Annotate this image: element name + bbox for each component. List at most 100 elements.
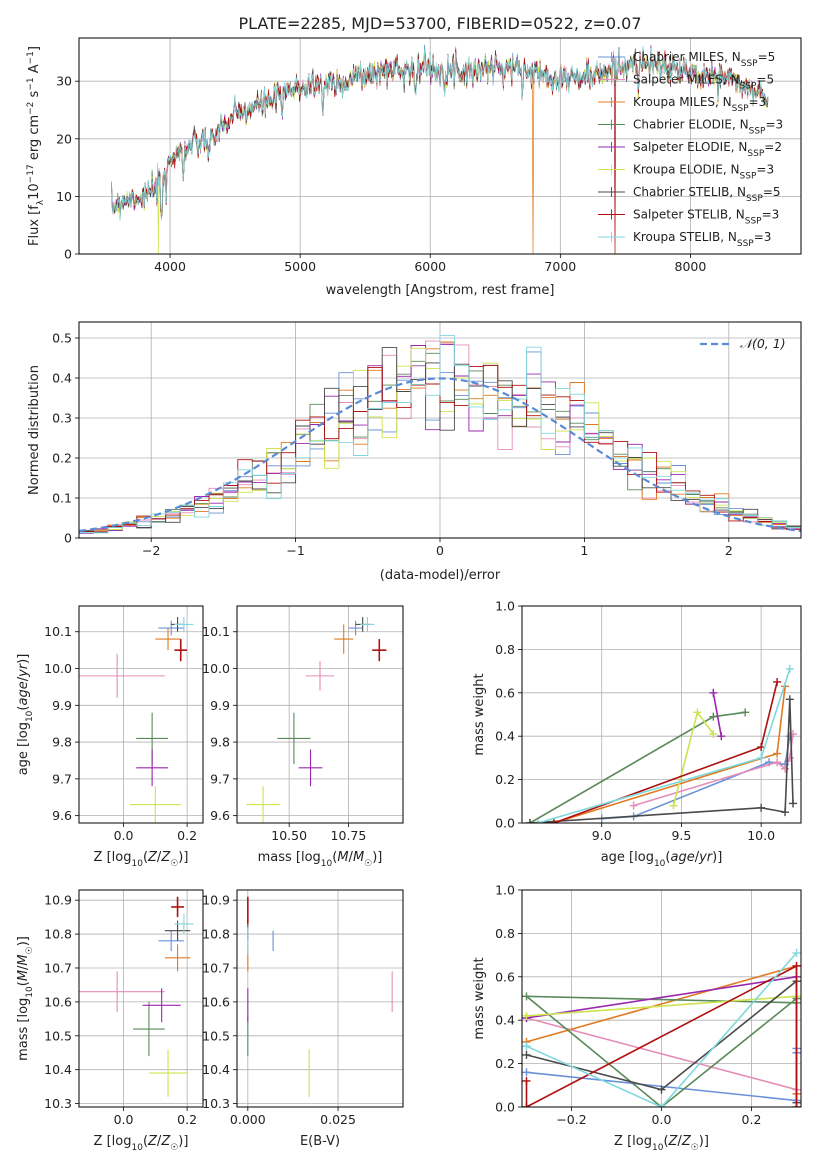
y-tick-label: 10.3 — [44, 1096, 72, 1111]
y-axis-label: mass weight — [472, 673, 487, 755]
label-part: Chabrier ELODIE, N — [633, 118, 749, 132]
x-axis-label: E(B-V) — [300, 1134, 340, 1149]
weight-vs-z-panel-axes: −0.2 0.0 0.20.00.20.40.60.81.0Z [log10(Z/Z… — [472, 883, 802, 1153]
y-tick-label: 9.6 — [210, 808, 230, 823]
label-part: M — [16, 954, 31, 965]
x-axis-label: Z [log10(Z/Z☉)] — [94, 850, 189, 869]
weight-point — [522, 1068, 531, 1077]
x-axis-label: Z [log10(Z/Z☉)] — [614, 1134, 709, 1153]
weight-point — [669, 801, 678, 810]
y-tick-label: 0.0 — [495, 1100, 515, 1115]
label-part: mass [log — [258, 850, 321, 865]
y-tick-label: 10.4 — [44, 1062, 72, 1077]
legend-entry-label: Chabrier STELIB, NSSP=5 — [633, 185, 781, 204]
label-part: Kroupa ELODIE, N — [633, 163, 740, 177]
x-tick-label: 4000 — [154, 259, 186, 274]
label-part: Z — [160, 850, 171, 865]
hist-step-8 — [79, 334, 801, 535]
label-part: / — [349, 850, 354, 865]
y-tick-label: 10.4 — [202, 1062, 230, 1077]
legend-entry-label: Kroupa STELIB, NSSP=3 — [633, 230, 771, 249]
weight-point — [709, 688, 718, 697]
mass-vs-ebv-panel-grid — [237, 890, 403, 1107]
x-tick-label: 6000 — [414, 259, 446, 274]
weight-point — [522, 992, 531, 1001]
y-tick-label: 9.8 — [52, 735, 72, 750]
x-tick-label: 8000 — [675, 259, 707, 274]
label-part: SSP — [745, 217, 762, 227]
spectrum-panel: 4000 5000 6000 7000 8000 0 10 20 30 wavelength [A… — [26, 37, 802, 298]
y-tick-label: 10.9 — [202, 893, 230, 908]
label-part: Z — [681, 1134, 692, 1149]
weight-point — [522, 1050, 531, 1059]
mass-vs-ebv-panel-plot — [247, 896, 393, 1097]
weight-line-3 — [529, 711, 746, 823]
weight-point — [773, 749, 782, 758]
weight-line-5 — [526, 995, 797, 1017]
y-tick-label: 0.2 — [52, 451, 72, 466]
label-part: / — [157, 1134, 162, 1149]
age-vs-mass-panel-plot — [246, 617, 387, 823]
label-part: 10 — [25, 986, 35, 998]
x-tick-label: 0.0 — [114, 828, 134, 843]
normal-reference-curve — [79, 377, 801, 533]
weight-point — [792, 1103, 801, 1107]
y-tick-label: 10.7 — [202, 960, 230, 975]
legend-entry-label: Kroupa MILES, NSSP=3 — [633, 95, 766, 114]
x-axis-label: mass [log10(M/M☉)] — [258, 850, 383, 869]
histogram-panel: −2 −1 0 1 2 0 0.1 0.2 0.3 0.4 0.5 (data-model)/erro… — [27, 321, 802, 583]
legend-entry-label: Chabrier ELODIE, NSSP=3 — [633, 118, 783, 137]
y-tick-label: 10.1 — [202, 624, 230, 639]
weight-point — [522, 1076, 531, 1085]
x-tick-label: −0.2 — [556, 1112, 586, 1127]
label-part: )] — [372, 850, 382, 865]
label-part: age [log — [16, 722, 31, 775]
y-tick-label: 0.8 — [495, 926, 515, 941]
x-tick-label: 5000 — [284, 259, 316, 274]
label-part: ( — [143, 850, 148, 865]
weight-point — [792, 948, 801, 957]
y-tick-label: 10.0 — [202, 661, 230, 676]
x-tick-label: −1 — [286, 543, 304, 558]
label-part: Z — [147, 1134, 158, 1149]
weight-line-3 — [524, 995, 798, 1107]
y-tick-label: 0.3 — [52, 411, 72, 426]
weight-line-7 — [525, 964, 798, 1107]
figure-title: PLATE=2285, MJD=53700, FIBERID=0522, z=0… — [238, 14, 641, 33]
legend-entry-label: Kroupa ELODIE, NSSP=3 — [633, 163, 774, 182]
label-part: 10 — [654, 859, 666, 869]
label-part: / — [157, 850, 162, 865]
x-tick-label: 2 — [725, 543, 733, 558]
weight-point — [789, 799, 798, 808]
label-part: E(B-V) — [300, 1134, 340, 1149]
label-part: M — [337, 850, 348, 865]
y-tick-label: 1.0 — [495, 883, 515, 898]
y-tick-label: 0.1 — [52, 491, 72, 506]
y-tick-label: 10.3 — [202, 1096, 230, 1111]
x-tick-label: 0.2 — [177, 1112, 197, 1127]
label-part: ☉ — [364, 859, 372, 869]
y-tick-label: 9.8 — [210, 735, 230, 750]
y-tick-label: 9.7 — [52, 771, 72, 786]
weight-point — [522, 1042, 531, 1051]
label-part: )] — [16, 936, 31, 946]
y-tick-label: 10.5 — [44, 1028, 72, 1043]
x-tick-label: 10.0 — [747, 828, 775, 843]
y-tick-label: 0.4 — [495, 1013, 515, 1028]
weight-point — [773, 677, 782, 686]
axes-frame — [78, 37, 802, 255]
mass-vs-z-panel: 0.0 0.2 10.3 10.4 10.5 10.6 10.7 10.8 10.9 Z [log… — [16, 889, 204, 1153]
x-tick-label: 10.75 — [331, 828, 367, 843]
y-tick-label: 0.6 — [495, 685, 515, 700]
label-part: / — [16, 965, 31, 970]
label-part: ( — [16, 706, 31, 711]
x-tick-label: 0.000 — [230, 1112, 266, 1127]
mass-vs-ebv-panel: 0.000 0.025 10.3 10.4 10.5 10.6 10.7 10.8 10.9 E(… — [202, 889, 404, 1149]
weight-point — [522, 1011, 531, 1020]
weight-point — [785, 664, 794, 673]
weight-line-7 — [553, 681, 778, 823]
label-part: yr — [16, 662, 31, 678]
weight-point — [657, 1103, 666, 1107]
